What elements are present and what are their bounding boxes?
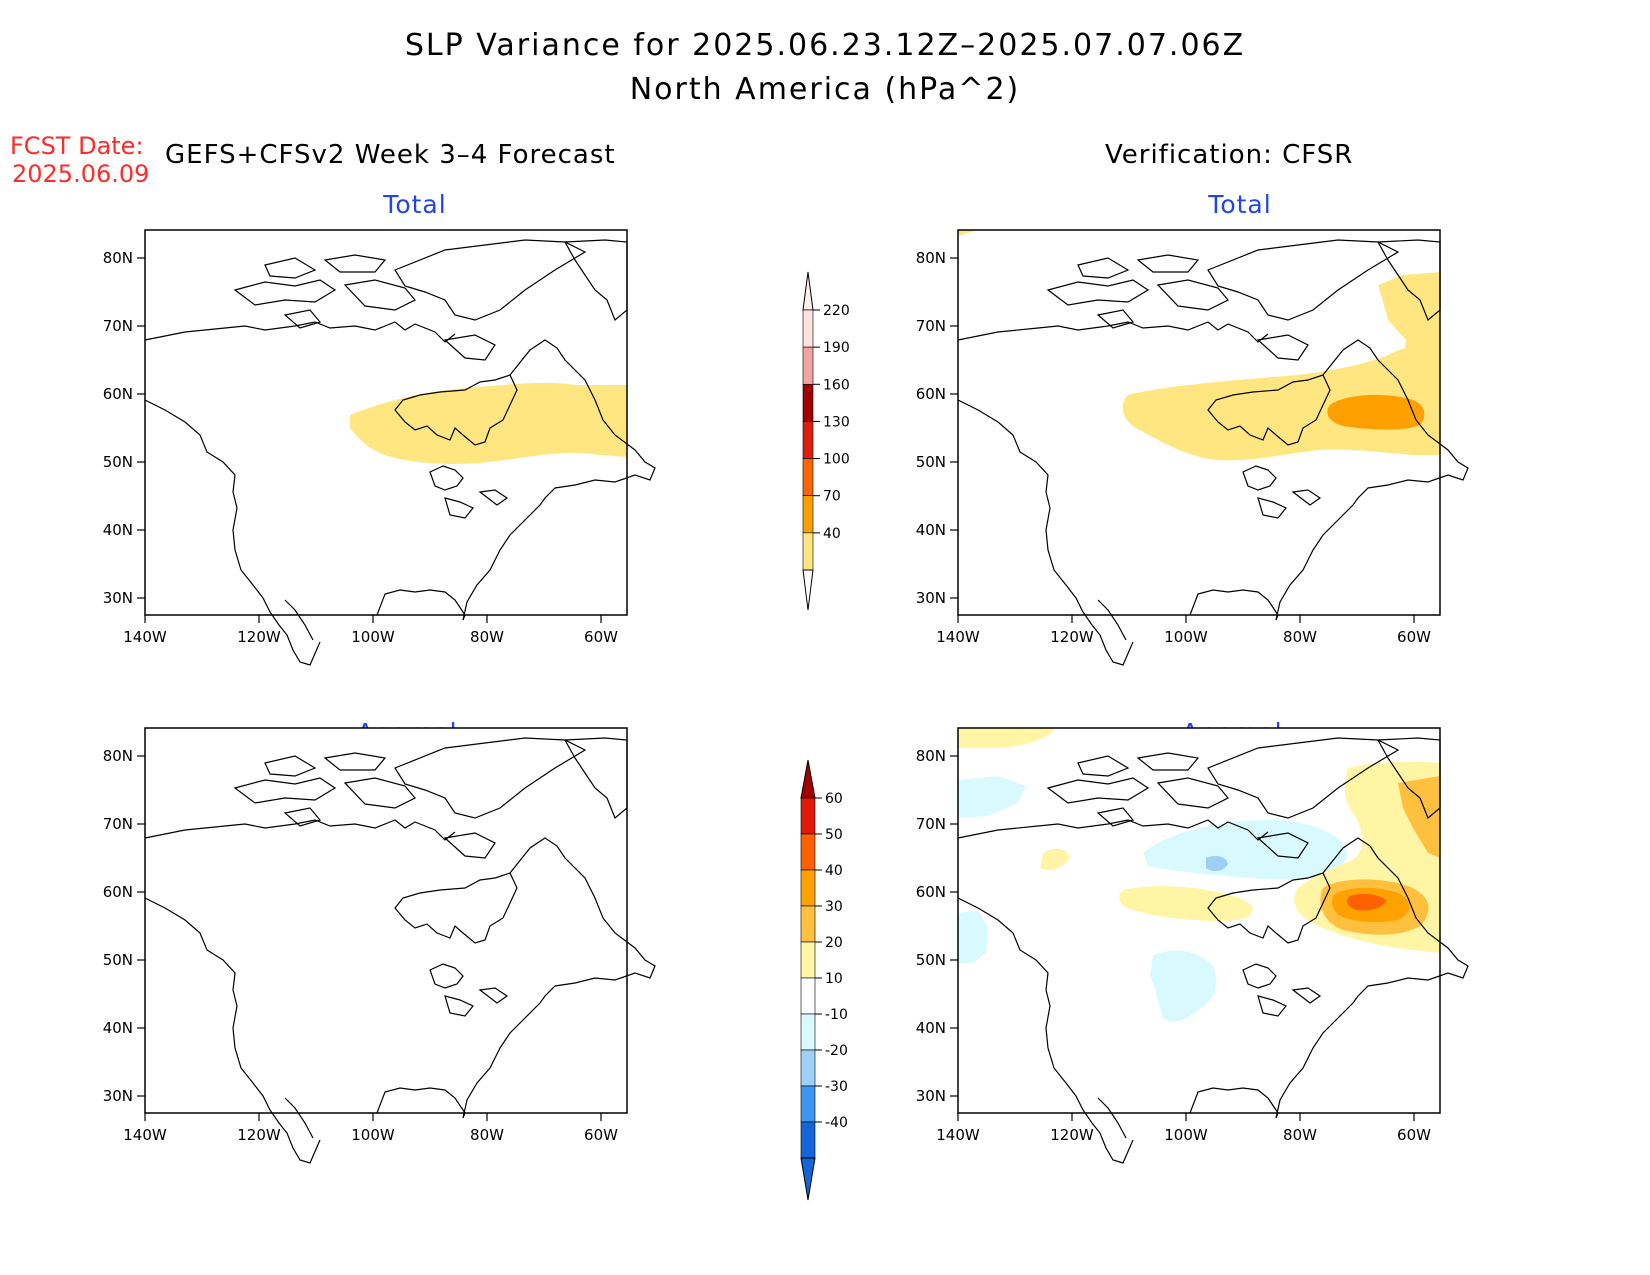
lat-tick-label: 70N bbox=[103, 815, 133, 833]
lat-tick-label: 40N bbox=[103, 1019, 133, 1037]
fcst-date-label: FCST Date: bbox=[10, 132, 144, 160]
lat-tick-label: 60N bbox=[916, 883, 946, 901]
lon-tick-label: 120W bbox=[237, 1126, 281, 1144]
colorbar-anomaly-label: -30 bbox=[825, 1079, 848, 1095]
colorbar-anomaly-swatch bbox=[800, 941, 816, 979]
verification-total-contour-40-b bbox=[1378, 272, 1440, 375]
colorbar-anomaly-label: -20 bbox=[825, 1043, 848, 1059]
colorbar-total-swatch bbox=[802, 458, 814, 497]
forecast-total-contour-40 bbox=[350, 382, 627, 464]
lon-tick-label: 60W bbox=[584, 628, 618, 646]
lon-tick-label: 80W bbox=[1283, 628, 1317, 646]
lon-tick-label: 120W bbox=[1050, 628, 1094, 646]
colorbar-anomaly-label: 50 bbox=[825, 827, 843, 843]
verification-total-contour-40-a bbox=[1122, 340, 1440, 461]
lat-tick-label: 40N bbox=[103, 521, 133, 539]
colorbar-anomaly-label: 60 bbox=[825, 791, 843, 807]
lat-tick-label: 80N bbox=[103, 747, 133, 765]
lat-tick-label: 50N bbox=[916, 951, 946, 969]
lat-tick-label: 80N bbox=[916, 747, 946, 765]
colorbar-anomaly-swatch bbox=[800, 905, 816, 943]
lat-tick-label: 60N bbox=[103, 883, 133, 901]
colorbar-total-label: 40 bbox=[823, 526, 841, 542]
lat-tick-label: 80N bbox=[916, 249, 946, 267]
colorbar-anomaly-swatch bbox=[800, 1121, 816, 1159]
lat-tick-label: 50N bbox=[103, 453, 133, 471]
lat-tick-label: 40N bbox=[916, 521, 946, 539]
colorbar-total-label: 160 bbox=[823, 377, 850, 393]
colorbar-total-swatch bbox=[802, 421, 814, 459]
lat-tick-label: 50N bbox=[916, 453, 946, 471]
colorbar-anomaly-label: 40 bbox=[825, 863, 843, 879]
colorbar-total-label: 130 bbox=[823, 414, 850, 430]
lat-tick-label: 30N bbox=[916, 1087, 946, 1105]
colorbar-total-swatch bbox=[802, 309, 814, 348]
lon-tick-label: 140W bbox=[936, 628, 980, 646]
colorbar-anomaly-swatch bbox=[800, 869, 816, 907]
lon-tick-label: 80W bbox=[470, 1126, 504, 1144]
lon-tick-label: 100W bbox=[1164, 1126, 1208, 1144]
lat-tick-label: 70N bbox=[916, 815, 946, 833]
colorbar-anomaly-swatch bbox=[800, 833, 816, 871]
lon-tick-label: 60W bbox=[1397, 1126, 1431, 1144]
main-title: SLP Variance for 2025.06.23.12Z–2025.07.… bbox=[404, 28, 1246, 63]
colorbar-anomaly-label: -10 bbox=[825, 1007, 848, 1023]
lat-tick-label: 30N bbox=[103, 1087, 133, 1105]
colorbar-total-label: 70 bbox=[823, 489, 841, 505]
lon-tick-label: 100W bbox=[1164, 628, 1208, 646]
lon-tick-label: 140W bbox=[123, 628, 167, 646]
colorbar-anomaly-swatch bbox=[800, 797, 816, 835]
lat-tick-label: 50N bbox=[103, 951, 133, 969]
fcst-date-value: 2025.06.09 bbox=[12, 160, 150, 188]
lat-tick-label: 70N bbox=[103, 317, 133, 335]
lon-tick-label: 120W bbox=[237, 628, 281, 646]
colorbar-anomaly-label: -40 bbox=[825, 1115, 848, 1131]
lon-tick-label: 120W bbox=[1050, 1126, 1094, 1144]
colorbar-total-swatch bbox=[802, 495, 814, 534]
lat-tick-label: 60N bbox=[103, 385, 133, 403]
colorbar-anomaly-swatch bbox=[800, 1013, 816, 1051]
forecast-header: GEFS+CFSv2 Week 3–4 Forecast bbox=[165, 140, 616, 170]
lon-tick-label: 100W bbox=[351, 628, 395, 646]
colorbar-total-swatch bbox=[802, 532, 814, 571]
map-verification-total bbox=[957, 229, 1469, 666]
colorbar-total-swatch bbox=[802, 383, 814, 422]
lon-tick-label: 100W bbox=[351, 1126, 395, 1144]
map-verification-anomaly bbox=[957, 727, 1469, 1164]
lon-tick-label: 140W bbox=[123, 1126, 167, 1144]
axes-layer: 80N 70N 60N 50N 40N 30N 140W 120W 100W 80W 60W 80N 7… bbox=[103, 249, 1431, 1144]
lat-tick-label: 80N bbox=[103, 249, 133, 267]
lon-tick-label: 80W bbox=[1283, 1126, 1317, 1144]
lat-tick-label: 30N bbox=[103, 589, 133, 607]
panel-title-verification-total: Total bbox=[1208, 190, 1272, 219]
verification-header: Verification: CFSR bbox=[1105, 140, 1354, 170]
colorbar-anomaly: 60 50 40 30 20 10 -10 -20 -30 -40 bbox=[800, 759, 848, 1201]
lat-tick-label: 60N bbox=[916, 385, 946, 403]
colorbar-total-swatch bbox=[802, 346, 814, 385]
verification-total-contour-70 bbox=[1327, 394, 1425, 430]
lon-tick-label: 60W bbox=[584, 1126, 618, 1144]
colorbar-anomaly-label: 10 bbox=[825, 971, 843, 987]
lon-tick-label: 60W bbox=[1397, 628, 1431, 646]
panel-title-forecast-total: Total bbox=[383, 190, 447, 219]
lon-tick-label: 80W bbox=[470, 628, 504, 646]
lat-tick-label: 70N bbox=[916, 317, 946, 335]
colorbar-anomaly-swatch bbox=[800, 1085, 816, 1123]
main-subtitle: North America (hPa^2) bbox=[629, 72, 1021, 107]
map-forecast-total bbox=[144, 229, 656, 666]
colorbar-total-label: 190 bbox=[823, 340, 850, 356]
colorbar-total: 220 190 160 130 100 70 40 bbox=[802, 271, 850, 611]
colorbar-anomaly-label: 30 bbox=[825, 899, 843, 915]
lat-tick-label: 40N bbox=[916, 1019, 946, 1037]
colorbar-anomaly-label: 20 bbox=[825, 935, 843, 951]
colorbar-total-label: 100 bbox=[823, 452, 850, 468]
colorbar-anomaly-swatch bbox=[800, 977, 816, 1015]
lat-tick-label: 30N bbox=[916, 589, 946, 607]
colorbar-total-label: 220 bbox=[823, 303, 850, 319]
map-forecast-anomaly bbox=[144, 727, 656, 1164]
colorbar-anomaly-swatch bbox=[800, 1049, 816, 1087]
lon-tick-label: 140W bbox=[936, 1126, 980, 1144]
